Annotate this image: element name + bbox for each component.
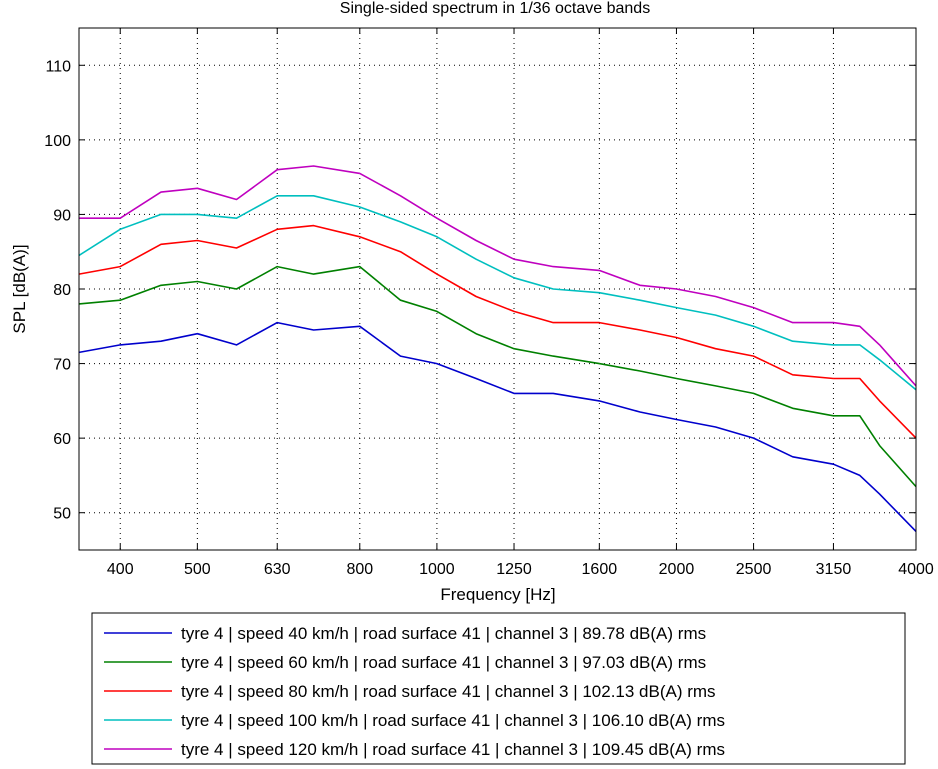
series-line-5: [79, 165, 917, 387]
x-tick-label: 4000: [898, 561, 934, 578]
series-line-1: [78, 321, 917, 532]
legend-box: [91, 612, 906, 765]
x-tick-label: 1000: [419, 561, 455, 578]
legend-label-4: tyre 4 | speed 100 km/h | road surface 4…: [181, 711, 725, 730]
x-tick-label: 3150: [816, 561, 852, 578]
y-tick-label: 110: [45, 58, 71, 75]
x-tick-label: 800: [346, 561, 373, 578]
x-tick-label: 2000: [659, 561, 695, 578]
series-layer: [78, 165, 917, 532]
legend-label-2: tyre 4 | speed 60 km/h | road surface 41…: [181, 653, 706, 672]
legend: tyre 4 | speed 40 km/h | road surface 41…: [91, 612, 906, 765]
plot-area: [79, 28, 916, 550]
x-axis-ticks: 400 500 630 800 1000 1250 1600 2000 2500 3150 4000: [107, 28, 934, 578]
y-tick-label: 80: [53, 282, 71, 299]
series-line-4: [78, 195, 917, 391]
x-tick-label: 2500: [736, 561, 772, 578]
y-tick-label: 50: [53, 506, 71, 523]
x-tick-label: 1600: [582, 561, 618, 578]
x-tick-label: 630: [264, 561, 291, 578]
y-axis-ticks: 50 60 70 80 90 100 110: [44, 58, 916, 523]
y-tick-label: 70: [53, 357, 71, 374]
y-tick-label: 100: [44, 133, 71, 150]
chart-title: Single-sided spectrum in 1/36 octave ban…: [340, 0, 650, 17]
x-tick-label: 400: [107, 561, 134, 578]
y-tick-label: 60: [53, 431, 71, 448]
x-tick-label: 500: [184, 561, 211, 578]
legend-label-3: tyre 4 | speed 80 km/h | road surface 41…: [181, 682, 716, 701]
x-axis-label: Frequency [Hz]: [440, 585, 555, 604]
series-line-3: [78, 224, 917, 439]
x-tick-label: 1250: [496, 561, 532, 578]
legend-label-5: tyre 4 | speed 120 km/h | road surface 4…: [181, 740, 725, 759]
legend-label-1: tyre 4 | speed 40 km/h | road surface 41…: [181, 624, 706, 643]
series-line-2: [78, 265, 917, 488]
y-axis-label: SPL [dB(A)]: [10, 244, 29, 333]
y-tick-label: 90: [53, 207, 71, 224]
